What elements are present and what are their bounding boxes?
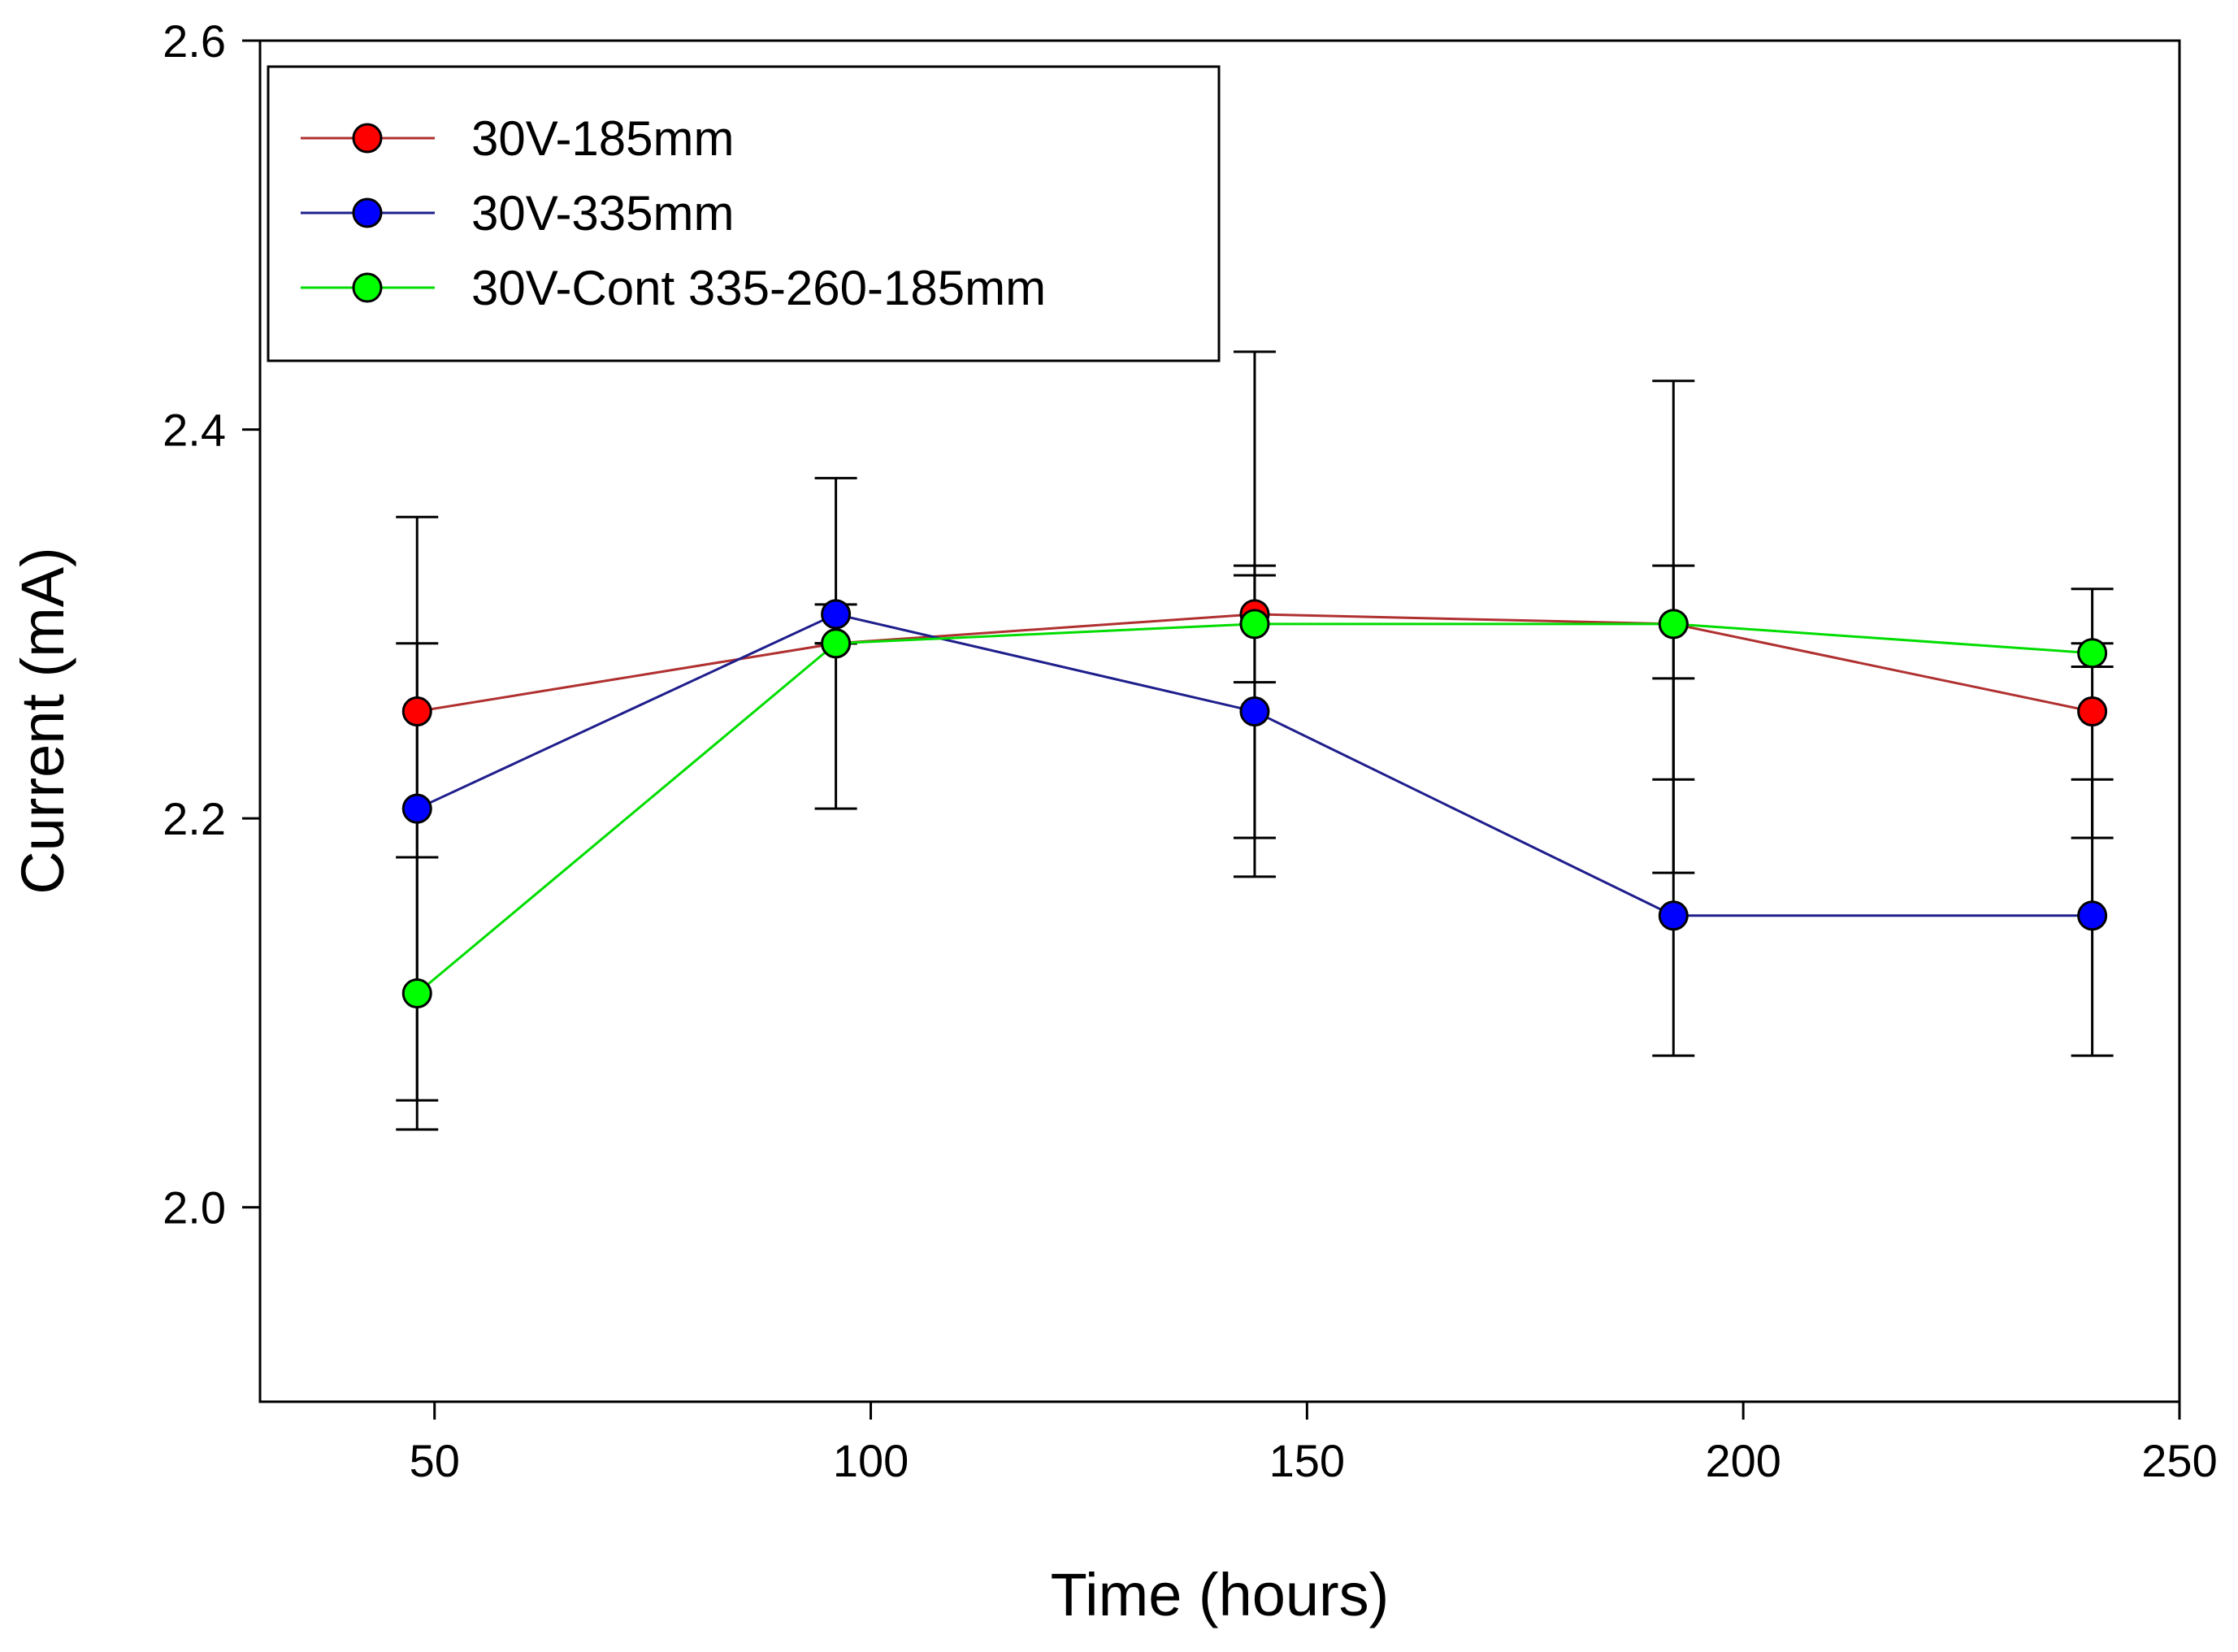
y-tick-label-2.2: 2.2 — [163, 793, 226, 844]
y-tick-label-2.4: 2.4 — [163, 405, 226, 456]
legend: 30V-185mm 30V-335mm 30V-Cont 335-260-185mm — [267, 65, 1221, 362]
axis-tick-labels: 50 100 150 200 250 2.0 2.2 2.4 2.6 — [163, 15, 2218, 1486]
x-tick-label-50: 50 — [410, 1435, 460, 1486]
series-3-point-1 — [821, 628, 852, 659]
plot-frame — [258, 39, 2181, 1403]
series-2-point-1 — [821, 599, 852, 630]
series-1-point-0 — [401, 696, 432, 727]
series-2-point-0 — [401, 793, 432, 824]
data-points — [401, 599, 2108, 1008]
series-3-point-3 — [1658, 609, 1689, 640]
x-axis-title: Time (hours) — [1051, 1561, 1390, 1628]
y-tick-label-2.0: 2.0 — [163, 1182, 226, 1234]
legend-label-1: 30V-185mm — [471, 111, 735, 166]
y-axis-title: Current (mA) — [9, 547, 76, 895]
series-2-point-4 — [2077, 900, 2108, 931]
x-tick-label-100: 100 — [833, 1435, 909, 1486]
x-tick-label-200: 200 — [1705, 1435, 1780, 1486]
axis-ticks — [242, 39, 2181, 1420]
legend-marker-1 — [352, 123, 383, 154]
series-2-point-2 — [1239, 696, 1270, 727]
y-tick-label-2.6: 2.6 — [163, 15, 226, 67]
series-3-point-4 — [2077, 638, 2108, 669]
series-2-point-3 — [1658, 900, 1689, 931]
x-tick-label-250: 250 — [2141, 1435, 2217, 1486]
x-tick-label-150: 150 — [1269, 1435, 1345, 1486]
series-3-point-0 — [401, 978, 432, 1008]
legend-marker-2 — [352, 197, 383, 228]
legend-label-3: 30V-Cont 335-260-185mm — [471, 261, 1046, 315]
series-1-point-4 — [2077, 696, 2108, 727]
legend-marker-3 — [352, 272, 383, 303]
legend-label-2: 30V-335mm — [471, 186, 735, 241]
series-3-point-2 — [1239, 609, 1270, 640]
